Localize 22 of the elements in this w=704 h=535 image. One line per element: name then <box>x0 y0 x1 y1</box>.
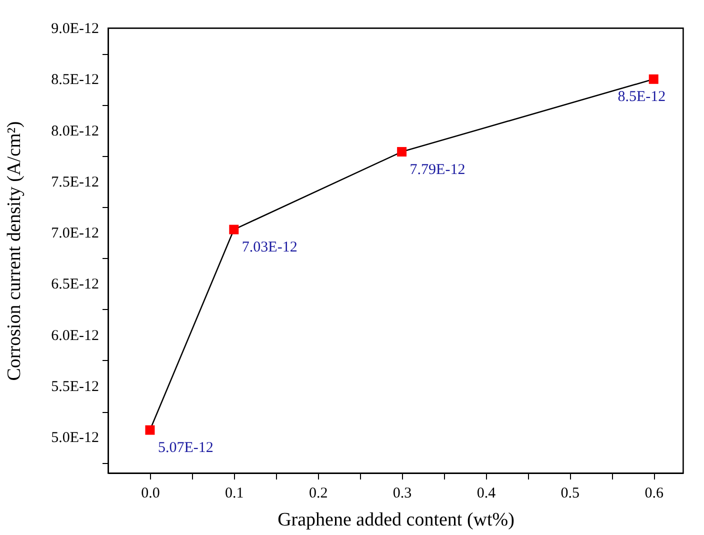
y-tick-label: 8.0E-12 <box>51 123 99 140</box>
y-axis-title: Corrosion current density (A/cm²) <box>4 121 25 381</box>
x-tick-label: 0.6 <box>644 486 664 502</box>
x-axis-title: Graphene added content (wt%) <box>278 510 514 530</box>
y-tick-label: 5.5E-12 <box>51 379 99 396</box>
x-tick-label: 0.5 <box>560 486 580 502</box>
y-tick-label: 8.5E-12 <box>51 72 99 88</box>
x-tick-label: 0.3 <box>392 486 412 502</box>
y-tick-label: 7.5E-12 <box>51 174 99 190</box>
y-tick-label: 6.0E-12 <box>51 328 99 344</box>
data-label: 7.79E-12 <box>410 162 466 178</box>
x-tick-label: 0.0 <box>141 486 160 502</box>
data-label: 7.03E-12 <box>242 240 298 256</box>
y-tick-label: 5.0E-12 <box>51 430 99 446</box>
x-tick-label: 0.2 <box>308 486 328 502</box>
y-tick-label: 7.0E-12 <box>51 226 99 242</box>
x-tick-label: 0.4 <box>476 486 496 502</box>
x-tick-label: 0.1 <box>225 486 244 502</box>
data-label: 8.5E-12 <box>618 89 666 106</box>
data-label: 5.07E-12 <box>158 440 214 456</box>
y-tick-label: 6.5E-12 <box>51 276 99 293</box>
y-tick-label: 9.0E-12 <box>51 21 99 37</box>
